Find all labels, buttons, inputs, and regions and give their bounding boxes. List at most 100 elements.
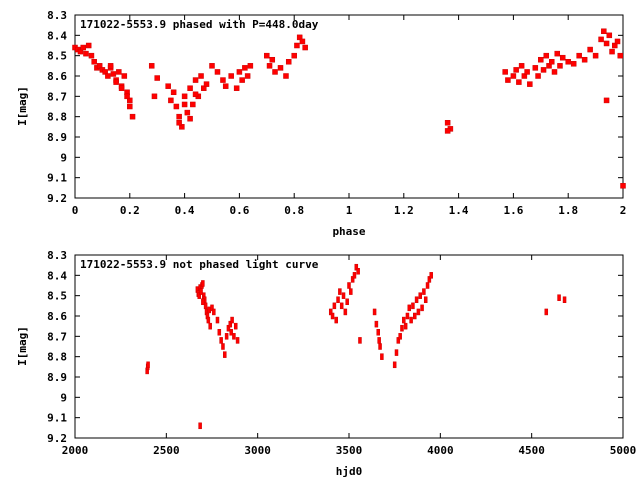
data-point bbox=[557, 63, 563, 69]
y-tick-label: 8.5 bbox=[47, 290, 67, 303]
data-points bbox=[145, 263, 567, 430]
data-point bbox=[223, 351, 227, 358]
data-point bbox=[544, 308, 549, 316]
data-point bbox=[409, 316, 413, 324]
data-point bbox=[422, 288, 426, 295]
data-point bbox=[562, 296, 567, 303]
y-tick-label: 9.2 bbox=[47, 192, 67, 205]
data-point bbox=[549, 59, 555, 65]
data-point bbox=[416, 308, 421, 316]
data-point bbox=[220, 77, 226, 83]
x-tick-label: 0.4 bbox=[175, 204, 195, 217]
data-point bbox=[356, 268, 360, 275]
plot-frame bbox=[74, 14, 624, 199]
data-point bbox=[444, 128, 451, 134]
y-tick-label: 9 bbox=[60, 151, 67, 164]
y-tick-label: 9 bbox=[60, 391, 67, 404]
data-point bbox=[598, 36, 604, 43]
x-tick-label: 2 bbox=[620, 204, 627, 217]
data-point bbox=[269, 56, 276, 63]
data-point bbox=[121, 73, 128, 79]
y-tick-label: 8.3 bbox=[47, 9, 67, 22]
data-point bbox=[181, 93, 188, 100]
data-point bbox=[349, 288, 353, 295]
data-point bbox=[398, 333, 402, 340]
data-point bbox=[247, 63, 254, 69]
data-point bbox=[376, 329, 380, 336]
data-point bbox=[411, 302, 415, 310]
y-tick-label: 9.1 bbox=[47, 172, 67, 185]
data-point bbox=[294, 42, 300, 49]
data-point bbox=[377, 337, 381, 344]
x-tick-label: 4500 bbox=[518, 444, 545, 457]
data-point bbox=[222, 83, 229, 89]
data-point bbox=[277, 65, 284, 71]
data-point bbox=[230, 316, 234, 324]
data-point bbox=[502, 69, 508, 75]
x-axis-label: hjd0 bbox=[336, 465, 363, 478]
data-point bbox=[107, 63, 114, 69]
data-point bbox=[214, 69, 221, 75]
data-point bbox=[414, 296, 419, 303]
data-point bbox=[91, 59, 97, 65]
data-point bbox=[239, 77, 245, 83]
data-point bbox=[266, 63, 273, 69]
x-tick-label: 2000 bbox=[62, 444, 89, 457]
data-point bbox=[197, 292, 201, 299]
x-tick-label: 4000 bbox=[427, 444, 454, 457]
data-point bbox=[203, 81, 210, 87]
data-point bbox=[354, 263, 359, 271]
y-tick-label: 8.8 bbox=[47, 351, 67, 364]
data-point bbox=[302, 44, 308, 51]
data-point bbox=[208, 322, 212, 330]
data-point bbox=[190, 101, 196, 108]
data-point bbox=[405, 312, 410, 320]
data-point bbox=[127, 103, 133, 110]
chart-title: 171022-5553.9 not phased light curve bbox=[80, 258, 319, 271]
data-point bbox=[570, 61, 577, 67]
data-point bbox=[83, 50, 89, 57]
data-point bbox=[559, 54, 566, 61]
data-point bbox=[400, 324, 404, 332]
data-point bbox=[215, 316, 220, 324]
x-tick-label: 0.8 bbox=[284, 204, 304, 217]
x-tick-label: 3500 bbox=[336, 444, 363, 457]
x-tick-label: 1 bbox=[346, 204, 353, 217]
data-point bbox=[513, 67, 519, 73]
data-point bbox=[617, 52, 624, 59]
data-point bbox=[176, 113, 182, 120]
data-points bbox=[72, 28, 626, 189]
data-point bbox=[603, 40, 610, 47]
axis-ticks: 0 0.2 0.4 0.6 0.8 1 1.2 1.4 1.6 1.8 2 8.3 8.4 8.5 8.6 8… bbox=[47, 9, 626, 217]
data-point bbox=[394, 349, 399, 356]
y-tick-label: 9.1 bbox=[47, 412, 67, 425]
data-point bbox=[192, 91, 199, 98]
x-tick-label: 1.8 bbox=[558, 204, 578, 217]
data-point bbox=[403, 322, 408, 330]
data-point bbox=[80, 44, 86, 51]
data-point bbox=[380, 353, 384, 360]
data-point bbox=[124, 93, 130, 100]
data-point bbox=[606, 32, 613, 39]
y-tick-label: 8.9 bbox=[47, 131, 67, 144]
data-point bbox=[343, 308, 348, 316]
data-point bbox=[328, 308, 333, 316]
y-tick-label: 8.5 bbox=[47, 50, 67, 63]
data-point bbox=[423, 296, 428, 303]
data-point bbox=[88, 52, 95, 59]
data-point bbox=[444, 120, 451, 126]
y-tick-label: 8.6 bbox=[47, 70, 67, 83]
data-point bbox=[341, 292, 346, 299]
data-point bbox=[217, 329, 222, 336]
data-point bbox=[609, 48, 615, 55]
data-point bbox=[233, 322, 238, 330]
x-tick-label: 3000 bbox=[244, 444, 271, 457]
data-point bbox=[173, 103, 180, 110]
data-point bbox=[557, 294, 561, 301]
data-point bbox=[601, 28, 607, 35]
data-point bbox=[358, 337, 362, 344]
data-point bbox=[538, 56, 544, 63]
data-point bbox=[551, 69, 558, 75]
data-point bbox=[233, 85, 240, 91]
data-point bbox=[154, 75, 160, 81]
